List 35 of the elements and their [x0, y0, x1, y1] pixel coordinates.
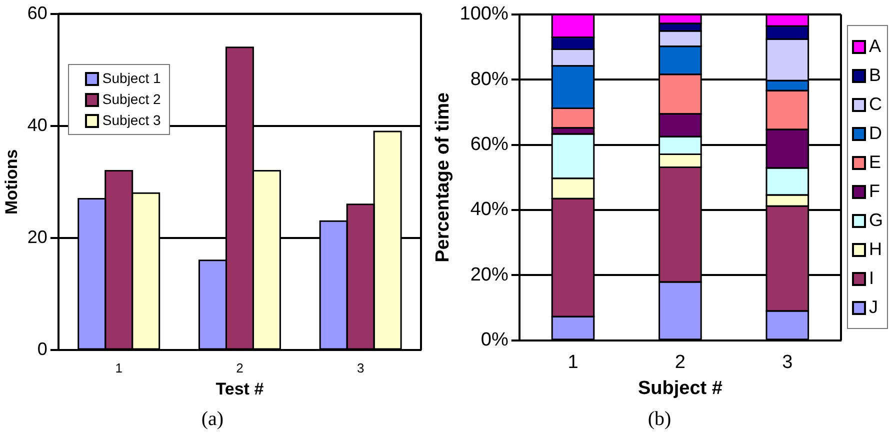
y-tick-label: 60% — [470, 134, 508, 156]
x-tick-label: 3 — [782, 352, 793, 374]
y-axis-title: Motions — [2, 149, 21, 214]
y-tick-label: 60 — [27, 2, 48, 23]
x-tick-label: 1 — [568, 352, 578, 374]
legend-label: G — [869, 209, 884, 232]
x-axis-title: Test # — [216, 379, 264, 398]
legend-label: J — [869, 296, 878, 320]
legend-label: C — [869, 93, 882, 116]
y-tick-label: 40% — [470, 199, 508, 220]
y-tick-label: 40 — [27, 114, 48, 135]
text: (b) — [646, 408, 672, 431]
legend-label: F — [869, 180, 880, 204]
text: (a) — [200, 408, 225, 431]
legend-label: B — [869, 64, 882, 88]
x-tick-label: 2 — [236, 360, 244, 376]
y-tick-label: 20% — [470, 264, 508, 286]
y-tick-label: 20 — [27, 226, 48, 247]
legend-label: Subject 1 — [102, 69, 161, 88]
legend-label: A — [869, 35, 882, 58]
legend-label: Subject 3 — [102, 111, 161, 130]
legend-label: E — [869, 151, 882, 174]
x-tick-label: 1 — [115, 360, 122, 376]
y-axis-title: Percentage of time — [432, 92, 454, 262]
y-tick-label: 0 — [37, 338, 48, 359]
legend-label: H — [869, 238, 882, 262]
y-tick-label: 100% — [460, 4, 508, 25]
x-tick-label: 2 — [674, 352, 686, 374]
y-tick-label: 0% — [480, 330, 508, 351]
x-axis-title: Subject # — [638, 378, 723, 399]
x-tick-label: 3 — [356, 360, 364, 376]
y-tick-label: 80% — [470, 68, 508, 90]
legend-label: Subject 2 — [102, 90, 161, 110]
legend-label: D — [869, 122, 882, 146]
legend-label: I — [869, 267, 874, 290]
